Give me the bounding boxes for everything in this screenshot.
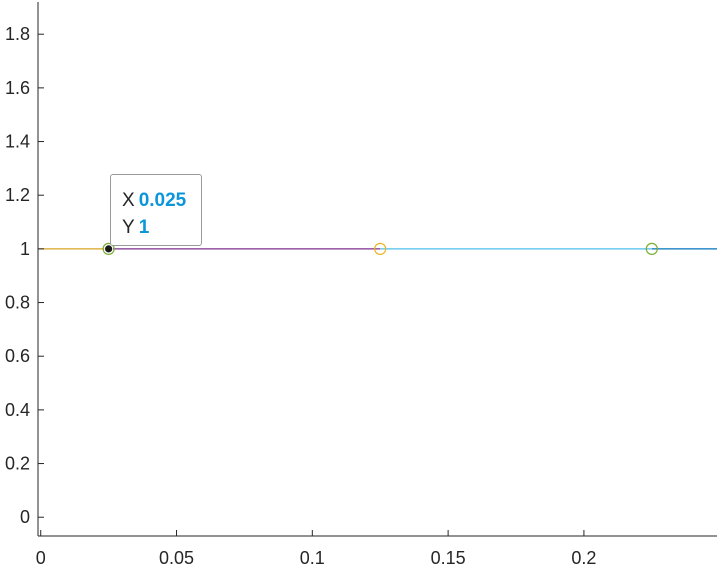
datatip-y-label: Y [122,217,135,238]
y-tick-label: 1.8 [5,24,30,44]
y-tick-label: 0.6 [5,346,30,366]
x-tick-label: 0.15 [431,548,466,568]
y-tick-label: 1.6 [5,78,30,98]
datatip-x-row: X 0.025 [122,187,201,214]
marker-layer[interactable] [102,242,658,255]
y-tick-label: 0.8 [5,293,30,313]
data-point-marker-1[interactable] [374,242,387,255]
tick-label-layer: 0 0.2 0.4 0.6 0.8 1 1.2 1.4 1.6 1.8 0 0.05 0.1 0.15 0.… [5,24,596,568]
selected-point-dot[interactable] [104,244,114,254]
x-tick-label: 0.05 [159,548,194,568]
axes-layer [37,2,717,537]
datatip-y-value: 1 [138,217,150,238]
y-tick-label: 1.2 [5,185,30,205]
x-tick-label: 0.2 [571,548,596,568]
x-tick-label: 0 [36,548,46,568]
y-tick-label: 0.4 [5,400,30,420]
datatip-x-label: X [122,190,135,211]
y-tick-label: 1.4 [5,132,30,152]
x-tick-label: 0.1 [300,548,325,568]
y-tick-label: 0.2 [5,454,30,474]
datatip-x-value: 0.025 [138,190,187,211]
y-tick-label: 0 [20,507,30,527]
data-point-marker-2[interactable] [645,242,658,255]
y-tick-label: 1 [20,239,30,259]
data-point-marker-0[interactable] [102,242,115,255]
